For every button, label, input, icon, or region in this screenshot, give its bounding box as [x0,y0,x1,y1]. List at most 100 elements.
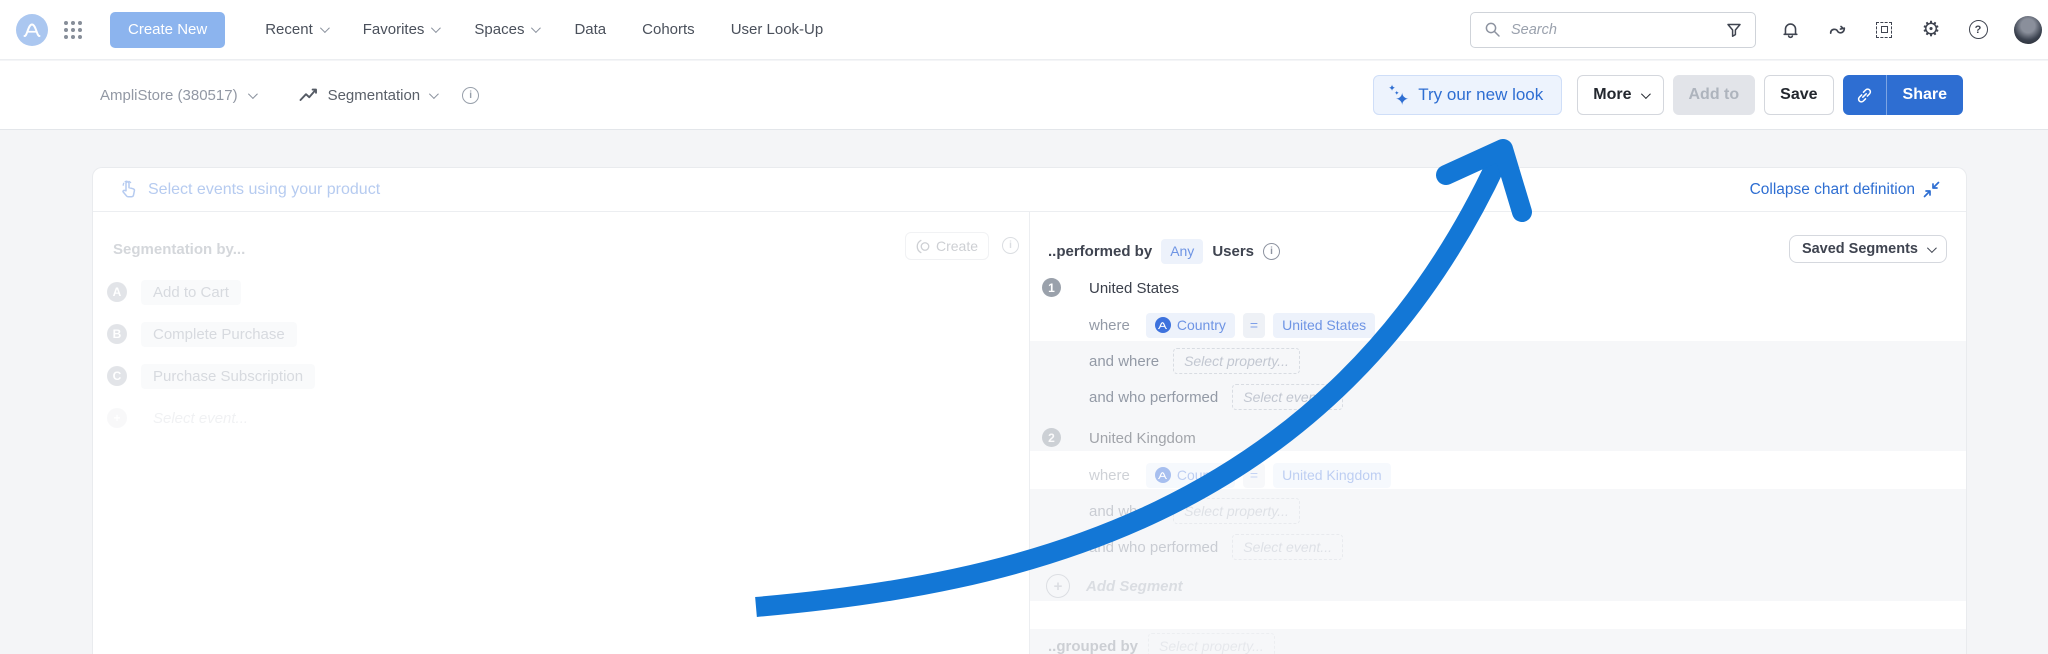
notifications-bell-icon[interactable] [1779,19,1801,41]
select-region-icon[interactable] [1873,19,1895,41]
nav-cohorts[interactable]: Cohorts [642,21,695,38]
events-panel-title: Segmentation by... [113,240,246,258]
row-shading [1030,629,1966,654]
chevron-down-icon [431,23,442,34]
add-event-row[interactable]: + Select event... [107,397,260,439]
workspace: Select events using your product Collaps… [0,131,2048,654]
add-to-button[interactable]: Add to [1672,75,1756,115]
segment-number-badge: 1 [1042,278,1061,297]
create-formula-button[interactable]: Create [904,232,989,260]
try-new-look-button[interactable]: ✦ ✦ ✦ Try our new look [1373,75,1563,115]
operator-chip[interactable]: = [1242,312,1266,338]
saved-segments-button[interactable]: Saved Segments [1788,235,1947,263]
search-icon [1481,19,1503,41]
segment-where-row: where Country = United States [1089,311,1376,339]
user-avatar[interactable] [2014,15,2042,44]
event-row[interactable]: B Complete Purchase [107,313,297,355]
card-header: Select events using your product Collaps… [93,168,1966,212]
formula-icon [916,239,930,253]
value-chip[interactable]: United Kingdom [1273,462,1391,488]
collapse-arrows-icon [1923,181,1940,198]
chevron-down-icon [531,23,542,34]
nav-right: ⚙ ? [1470,11,2042,48]
segment-and-who-row: and who performed Select event... [1089,533,1343,561]
nav-user-lookup[interactable]: User Look-Up [730,21,824,38]
event-row[interactable]: C Purchase Subscription [107,355,316,397]
search-box[interactable] [1470,11,1756,48]
nav-items: Recent Favorites Spaces Data Cohorts Use… [265,21,823,38]
chevron-down-icon [429,88,440,99]
nav-favorites[interactable]: Favorites [363,21,442,38]
create-new-button[interactable]: Create New [110,11,226,48]
info-icon[interactable]: i [462,86,480,104]
save-button[interactable]: Save [1764,75,1834,115]
event-row[interactable]: A Add to Cart [107,271,241,313]
chart-header-bar: AmpliStore (380517) Segmentation i ✦ ✦ ✦… [0,61,2048,130]
select-event-placeholder[interactable]: Select event... [1232,534,1343,560]
line-chart-icon [299,88,317,101]
app-grid-icon[interactable] [64,20,82,39]
event-letter-badge: A [107,282,127,302]
nav-spaces[interactable]: Spaces [474,21,542,38]
plus-icon: + [107,408,127,428]
grouped-by-row: ..grouped by Select property... [1048,632,1275,654]
definition-panels: Segmentation by... A Add to Cart B Compl… [93,212,1966,654]
event-name[interactable]: Purchase Subscription [141,363,316,389]
info-icon[interactable]: i [1002,237,1019,254]
segment-and-where-row: and where Select property... [1089,347,1300,375]
segment-number-badge: 2 [1042,428,1061,447]
sparkles-icon: ✦ ✦ ✦ [1388,83,1410,109]
grouped-by-placeholder[interactable]: Select property... [1148,633,1275,654]
chevron-down-icon [247,88,258,99]
filter-funnel-icon[interactable] [1723,19,1745,41]
share-button-group: Share [1842,75,1963,115]
property-chip[interactable]: Country [1145,462,1235,488]
segment-name[interactable]: United Kingdom [1089,429,1196,447]
top-nav: Create New Recent Favorites Spaces Data … [0,0,2048,60]
event-name[interactable]: Add to Cart [141,279,241,305]
share-button[interactable]: Share [1902,86,1947,103]
segment-name[interactable]: United States [1089,279,1180,297]
segments-panel: ..performed by Any Users i Saved Segment… [1030,212,1966,654]
select-event-placeholder[interactable]: Select event... [1232,384,1343,410]
events-panel: Segmentation by... A Add to Cart B Compl… [93,212,1029,654]
amplitude-property-icon [1154,317,1171,333]
plus-icon: + [1046,574,1070,598]
event-letter-badge: B [107,324,127,344]
event-name[interactable]: Complete Purchase [141,321,297,347]
value-chip[interactable]: United States [1273,312,1376,338]
more-button[interactable]: More [1577,75,1664,115]
add-segment-button[interactable]: + Add Segment [1046,572,1183,600]
performed-by-any-chip[interactable]: Any [1161,238,1204,264]
operator-chip[interactable]: = [1242,462,1266,488]
select-property-placeholder[interactable]: Select property... [1173,498,1300,524]
property-chip[interactable]: Country [1145,312,1235,338]
collapse-chart-definition-link[interactable]: Collapse chart definition [1750,181,1940,199]
segment-where-row: where Country = United Kingdom [1089,461,1391,489]
pathfinder-journeys-icon[interactable] [1826,19,1848,41]
click-cursor-icon [122,179,136,197]
nav-recent[interactable]: Recent [265,21,330,38]
amplitude-logo-icon[interactable] [16,13,48,46]
select-property-placeholder[interactable]: Select property... [1173,348,1300,374]
chart-type-selector[interactable]: Segmentation [299,87,440,104]
search-input[interactable] [1511,21,1715,38]
chevron-down-icon [319,23,330,34]
select-events-prompt[interactable]: Select events using your product [119,179,380,200]
segment-and-who-row: and who performed Select event... [1089,383,1343,411]
event-letter-badge: C [107,366,127,386]
settings-gear-icon[interactable]: ⚙ [1921,18,1941,41]
chevron-down-icon [1926,242,1937,253]
copy-link-icon[interactable] [1843,75,1887,115]
segment-and-where-row: and where Select property... [1089,497,1300,525]
help-icon[interactable]: ? [1967,19,1989,41]
select-event-placeholder[interactable]: Select event... [153,409,249,427]
chevron-down-icon [1640,88,1651,99]
header-actions: ✦ ✦ ✦ Try our new look More Add to Save … [1373,75,1963,115]
amplitude-property-icon [1154,467,1171,483]
nav-data[interactable]: Data [574,21,607,38]
info-icon[interactable]: i [1263,242,1281,260]
project-selector[interactable]: AmpliStore (380517) [100,87,258,104]
chart-definition-card: Select events using your product Collaps… [92,167,1967,654]
